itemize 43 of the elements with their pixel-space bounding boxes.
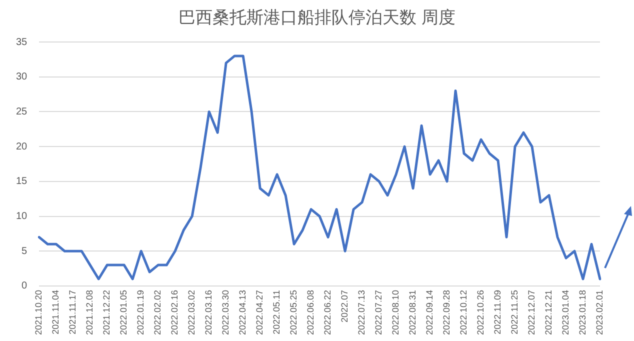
y-tick-label: 30 [16, 72, 28, 83]
x-tick-label: 2021.10.20 [34, 290, 44, 336]
x-tick-label: 2022.06.22 [322, 290, 333, 336]
x-tick-label: 2022.08.10 [390, 290, 401, 336]
x-tick-label: 2021.12.22 [102, 290, 112, 336]
x-tick-label: 2022.12.21 [543, 290, 554, 336]
y-tick-label: 15 [16, 176, 28, 188]
x-tick-label: 2021.12.08 [84, 290, 95, 336]
x-tick-label: 2022.10.12 [458, 290, 469, 336]
y-tick-label: 20 [16, 141, 28, 152]
x-tick-label: 2022.02.16 [170, 290, 180, 336]
x-tick-label: 2022.10.26 [476, 290, 486, 336]
x-tick-label: 2023.02.01 [594, 290, 604, 336]
x-tick-label: 2022.03.02 [186, 290, 197, 336]
x-tick-label: 2022.04.13 [238, 290, 248, 336]
chart-title: 巴西桑托斯港口船排队停泊天数 周度 [177, 7, 457, 29]
x-tick-label: 2022.07.13 [356, 290, 367, 336]
x-tick-label: 2022.01.19 [136, 290, 146, 336]
x-tick-label: 2022.01.05 [118, 290, 129, 336]
x-tick-label: 2021.11.04 [50, 290, 61, 334]
y-tick-label: 35 [16, 36, 28, 48]
x-tick-label: 2023.01.04 [560, 290, 570, 336]
x-tick-label: 2021.11.17 [68, 290, 78, 334]
x-tick-label: 2022.03.30 [220, 290, 231, 336]
x-tick-label: 2022.02.02 [152, 290, 163, 336]
x-tick-label: 2022.11.09 [492, 290, 503, 334]
y-tick-label: 0 [22, 280, 28, 292]
x-tick-label: 2022.05.25 [288, 290, 299, 336]
x-tick-label: 2022.09.14 [424, 290, 435, 336]
x-tick-label: 2022.03.16 [204, 290, 214, 336]
x-tick-label: 2022.09.28 [442, 290, 452, 336]
x-tick-label: 2022.12.07 [526, 290, 536, 336]
y-tick-label: 25 [16, 106, 28, 118]
x-tick-label: 2022.04.27 [254, 290, 265, 336]
x-tick-label: 2022.08.31 [408, 290, 418, 336]
x-tick-label: 2022.05.11 [272, 290, 282, 334]
y-tick-label: 5 [22, 246, 28, 257]
x-tick-label: 2023.01.18 [577, 290, 588, 336]
x-tick-label: 2022.07.27 [374, 290, 384, 336]
y-tick-label: 10 [16, 211, 28, 222]
x-tick-label: 2022.07 [340, 290, 350, 323]
x-tick-label: 2022.06.08 [306, 290, 316, 336]
x-tick-label: 2022.11.25 [510, 290, 520, 334]
